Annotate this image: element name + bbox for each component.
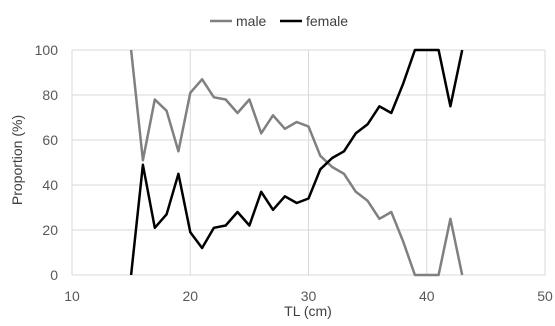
y-tick-label-20: 20 [42, 222, 58, 238]
x-tick-label-30: 30 [301, 288, 317, 304]
y-tick-label-40: 40 [42, 177, 58, 193]
x-tick-label-10: 10 [64, 288, 80, 304]
series-line-male [129, 49, 464, 277]
series-line-female [129, 48, 464, 276]
x-axis-title: TL (cm) [284, 303, 332, 319]
legend: male female [210, 13, 348, 29]
x-tick-label-40: 40 [419, 288, 435, 304]
legend-label-female: female [306, 13, 348, 29]
legend-label-male: male [236, 13, 267, 29]
series-lines [129, 48, 464, 277]
y-tick-label-80: 80 [42, 87, 58, 103]
x-tick-label-20: 20 [182, 288, 198, 304]
y-tick-labels: 0 20 40 60 80 100 [35, 42, 59, 283]
y-tick-label-60: 60 [42, 132, 58, 148]
y-axis-title: Proportion (%) [9, 115, 25, 205]
y-tick-label-100: 100 [35, 42, 59, 58]
y-tick-label-0: 0 [50, 267, 58, 283]
grid-lines [71, 49, 546, 276]
x-tick-label-50: 50 [537, 288, 553, 304]
x-tick-labels: 10 20 30 40 50 [64, 288, 553, 304]
